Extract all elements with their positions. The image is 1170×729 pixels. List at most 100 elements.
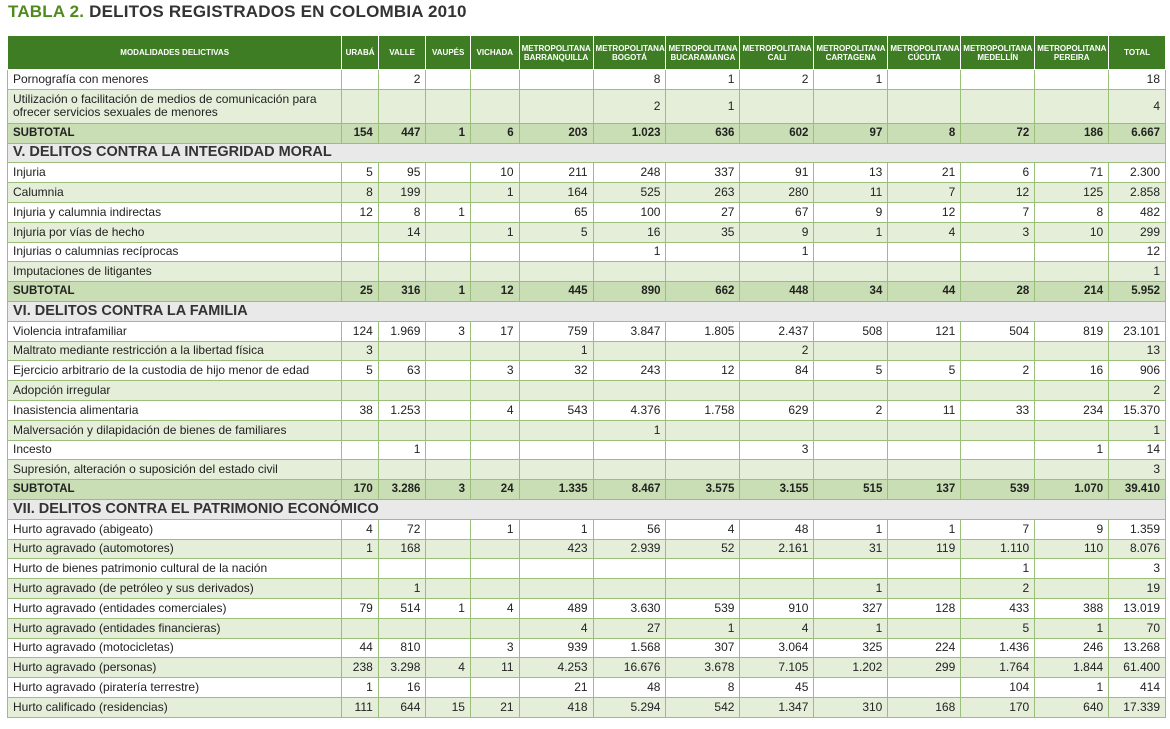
table-cell: 12 <box>665 360 741 382</box>
table-cell: 13.019 <box>1108 597 1166 619</box>
table-cell: 12 <box>960 182 1036 203</box>
table-cell: 1.805 <box>665 320 741 342</box>
table-cell: 27 <box>592 617 667 639</box>
table-cell: 11 <box>813 182 889 203</box>
table-cell <box>469 538 520 560</box>
table-cell <box>425 182 471 203</box>
table-cell: 128 <box>887 597 962 619</box>
table-cell: 1.347 <box>739 696 815 718</box>
table-cell: 445 <box>518 281 594 302</box>
table-cell: 6 <box>469 122 520 144</box>
table-cell <box>887 677 962 698</box>
table-cell: 97 <box>813 122 889 144</box>
table-cell: 508 <box>813 320 889 342</box>
table-cell: 263 <box>665 182 741 203</box>
table-cell <box>377 459 427 481</box>
table-cell: 1 <box>425 597 471 619</box>
table-cell: 1.764 <box>960 657 1036 679</box>
column-header: METROPOLITANA BOGOTÁ <box>592 35 667 70</box>
table-cell: 1.202 <box>813 657 889 679</box>
row-label: Injurias o calumnias recíprocas <box>6 241 343 263</box>
table-cell: 5 <box>813 360 889 382</box>
table-cell: 636 <box>665 122 741 144</box>
table-cell <box>518 439 594 461</box>
table-cell: 170 <box>341 479 379 500</box>
table-cell: 44 <box>887 281 962 302</box>
table-cell: 7 <box>960 201 1036 223</box>
table-cell <box>592 558 667 580</box>
table-cell <box>739 261 815 283</box>
table-cell: 125 <box>1034 182 1110 203</box>
table-cell <box>739 558 815 580</box>
table-cell: 100 <box>592 201 667 223</box>
table-cell <box>1034 340 1110 362</box>
row-label: Injuria <box>6 162 343 184</box>
table-cell: 8 <box>665 677 741 698</box>
table-cell: 810 <box>377 637 427 659</box>
table-cell <box>469 459 520 481</box>
table-cell: 1 <box>518 518 594 540</box>
table-row: Hurto agravado (abigeato) 4 72 1 1 56 4 48 1 1 7 9 1… <box>6 518 1166 540</box>
table-cell <box>341 578 379 599</box>
table-cell: 4 <box>341 518 379 540</box>
table-cell <box>887 578 962 599</box>
table-cell: 4.253 <box>518 657 594 679</box>
table-row: Injuria y calumnia indirectas 12 8 1 65 100 27… <box>6 201 1166 223</box>
row-label: Adopción irregular <box>6 380 343 401</box>
column-header: VICHADA <box>469 35 520 70</box>
table-cell <box>469 380 520 401</box>
table-cell: 67 <box>739 201 815 223</box>
table-cell <box>341 380 379 401</box>
table-cell <box>813 261 889 283</box>
table-cell <box>425 69 471 90</box>
table-cell <box>1034 69 1110 90</box>
table-cell: 1.359 <box>1108 518 1166 540</box>
table-cell: 1 <box>377 578 427 599</box>
table-row: Hurto agravado (entidades financieras) 4 2… <box>6 617 1166 639</box>
table-cell <box>469 340 520 362</box>
table-cell <box>665 261 741 283</box>
table-cell: 5 <box>960 617 1036 639</box>
table-cell: 211 <box>518 162 594 184</box>
table-row: Hurto de bienes patrimonio cultural de l… <box>6 558 1166 580</box>
table-cell <box>425 439 471 461</box>
table-cell <box>665 578 741 599</box>
table-cell <box>813 340 889 362</box>
table-cell: 1 <box>739 241 815 263</box>
table-cell <box>960 380 1036 401</box>
table-cell: 447 <box>377 122 427 144</box>
table-cell <box>813 241 889 263</box>
table-cell: 4 <box>518 617 594 639</box>
table-cell: 1.758 <box>665 399 741 421</box>
table-cell <box>887 558 962 580</box>
table-cell: 3 <box>425 320 471 342</box>
table-cell: 234 <box>1034 399 1110 421</box>
column-header: VAUPÉS <box>425 35 471 70</box>
table-cell: 1 <box>813 69 889 90</box>
table-cell <box>425 558 471 580</box>
table-cell <box>518 459 594 481</box>
table-cell <box>425 261 471 283</box>
table-cell: 95 <box>377 162 427 184</box>
table-cell: 21 <box>469 696 520 718</box>
table-cell: 2 <box>739 340 815 362</box>
table-cell: 65 <box>518 201 594 223</box>
table-cell <box>1034 558 1110 580</box>
section-title: VII. DELITOS CONTRA EL PATRIMONIO ECONÓM… <box>7 498 1166 520</box>
table-cell: 44 <box>341 637 379 659</box>
table-cell: 1 <box>1034 677 1110 698</box>
table-cell: 9 <box>739 221 815 243</box>
table-cell <box>341 558 379 580</box>
section-title: V. DELITOS CONTRA LA INTEGRIDAD MORAL <box>7 142 1166 164</box>
table-cell: 1 <box>665 69 741 90</box>
table-cell: 1 <box>813 518 889 540</box>
row-label: Imputaciones de litigantes <box>6 261 343 283</box>
table-cell: 16.676 <box>592 657 667 679</box>
table-cell: 2 <box>377 69 427 90</box>
column-header: TOTAL <box>1108 35 1166 70</box>
table-cell <box>377 88 427 124</box>
row-label: Hurto agravado (entidades comerciales) <box>6 597 343 619</box>
table-cell: 1.568 <box>592 637 667 659</box>
section-header-row: V. DELITOS CONTRA LA INTEGRIDAD MORAL <box>7 142 1166 164</box>
table-cell: 170 <box>960 696 1036 718</box>
